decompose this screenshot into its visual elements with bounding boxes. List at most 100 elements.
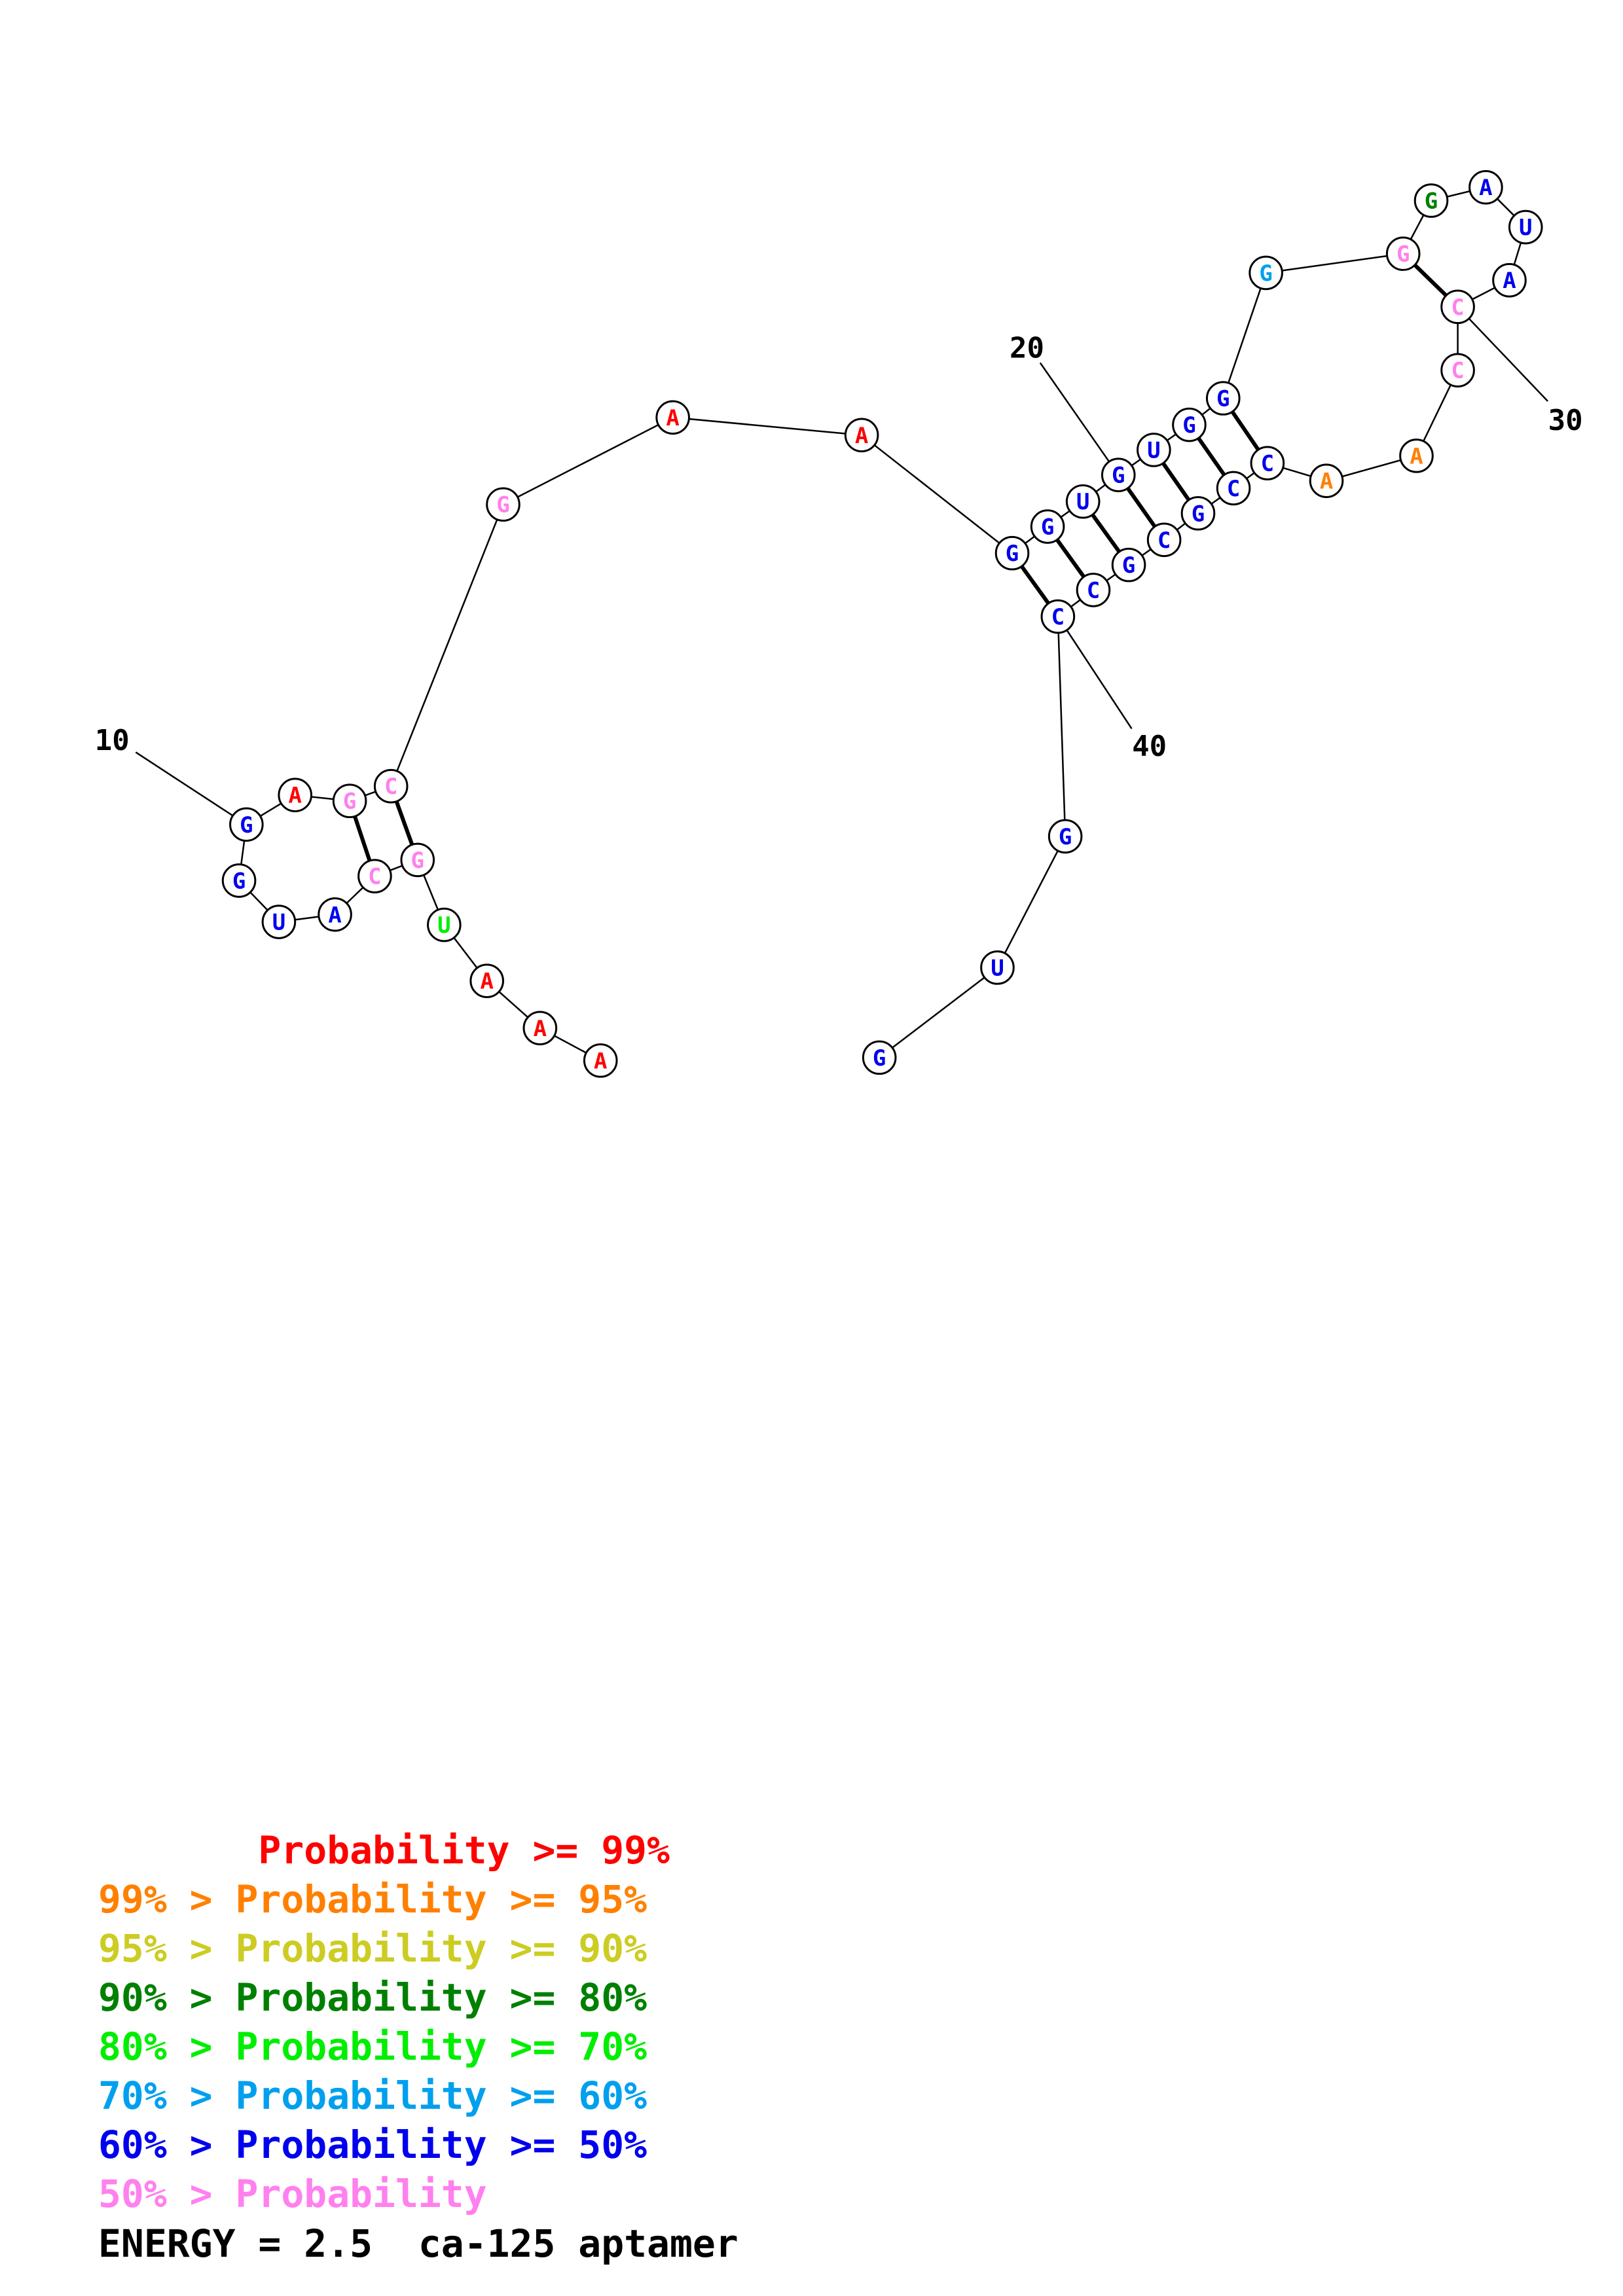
nucleotide-letter: G bbox=[343, 789, 356, 815]
position-label-10: 10 bbox=[95, 724, 130, 757]
nucleotide-letter: U bbox=[991, 955, 1004, 981]
nucleotide-circle bbox=[400, 842, 435, 878]
nucleotide-circle bbox=[1065, 484, 1101, 519]
nucleotide-29: A bbox=[1492, 262, 1527, 298]
nucleotide-circle bbox=[469, 963, 504, 998]
legend-row: 60% > Probability >= 50% bbox=[98, 2123, 647, 2167]
nucleotide-letter: A bbox=[594, 1048, 607, 1074]
legend-row: Probability >= 99% bbox=[98, 1828, 670, 1873]
nucleotide-letter: A bbox=[480, 969, 493, 995]
nucleotide-18: G bbox=[1030, 509, 1065, 544]
nucleotide-circle bbox=[1076, 573, 1111, 607]
nucleotide-circle bbox=[1172, 407, 1207, 442]
nucleotide-circle bbox=[486, 487, 520, 522]
nucleotide-letter: C bbox=[1087, 577, 1100, 603]
nucleotide-circle bbox=[1399, 439, 1434, 473]
nucleotide-circle bbox=[1508, 209, 1543, 245]
nucleotide-4: U bbox=[427, 907, 462, 942]
nucleotide-circle bbox=[1180, 495, 1216, 531]
nucleotide-3: A bbox=[469, 963, 504, 998]
nucleotide-letter: G bbox=[496, 492, 509, 518]
nucleotide-letter: U bbox=[272, 910, 285, 936]
base-pair-layer bbox=[348, 252, 1459, 877]
nucleotide-20: G bbox=[1101, 457, 1136, 492]
position-label-40: 40 bbox=[1132, 730, 1167, 763]
nucleotide-letter: A bbox=[1320, 469, 1333, 495]
nucleotide-circle bbox=[261, 905, 297, 939]
position-tick-layer: 10 20 30 40 bbox=[95, 306, 1583, 825]
nucleotide-circle bbox=[1137, 433, 1171, 467]
nucleotide-10: G bbox=[229, 807, 264, 842]
nucleotide-letter: G bbox=[1122, 552, 1135, 579]
nucleotide-circle bbox=[1385, 236, 1421, 271]
backbone-segment bbox=[1266, 253, 1404, 274]
nucleotide-circle bbox=[318, 897, 352, 932]
position-tick bbox=[1057, 616, 1133, 729]
nucleotide-circle bbox=[278, 778, 313, 812]
backbone-segment bbox=[996, 836, 1067, 968]
nucleotide-letter: U bbox=[1076, 489, 1089, 515]
nucleotide-40: C bbox=[1040, 599, 1076, 634]
nucleotide-circle bbox=[332, 783, 367, 819]
nucleotide-letter: U bbox=[1147, 437, 1160, 463]
nucleotide-9: G bbox=[221, 863, 257, 898]
nucleotide-letter: C bbox=[368, 864, 381, 890]
nucleotide-letter: U bbox=[437, 912, 450, 939]
nucleotide-letter: A bbox=[288, 783, 301, 809]
nucleotide-letter: G bbox=[873, 1045, 886, 1071]
nucleotide-28: U bbox=[1508, 209, 1543, 245]
nucleotide-30: C bbox=[1440, 289, 1475, 325]
nucleotide-letter: C bbox=[1451, 358, 1464, 384]
nucleotide-7: A bbox=[318, 897, 352, 932]
legend-row: 95% > Probability >= 90% bbox=[98, 1926, 647, 1971]
nucleotide-13: C bbox=[373, 768, 409, 804]
nucleotide-16: A bbox=[844, 418, 879, 453]
nucleotide-letter: G bbox=[411, 848, 424, 874]
nucleotide-circle bbox=[427, 907, 462, 942]
nucleotide-5: G bbox=[400, 842, 435, 878]
nucleotide-36: G bbox=[1180, 495, 1216, 531]
nucleotide-circle bbox=[1440, 289, 1475, 325]
nucleotide-letter: A bbox=[1479, 175, 1492, 201]
nucleotide-43: G bbox=[862, 1040, 897, 1075]
nucleotide-letter: G bbox=[1396, 242, 1410, 268]
nucleotide-letter: G bbox=[232, 868, 246, 894]
legend-row: 99% > Probability >= 95% bbox=[98, 1877, 647, 1922]
nucleotide-23: G bbox=[1205, 381, 1241, 416]
nucleotide-letter: G bbox=[1112, 463, 1125, 489]
legend-row: 70% > Probability >= 60% bbox=[98, 2073, 647, 2118]
nucleotide-circle bbox=[1309, 463, 1344, 498]
nucleotide-circle bbox=[221, 863, 257, 898]
nucleotide-letter: G bbox=[1216, 386, 1230, 412]
nucleotide-letter: G bbox=[1041, 514, 1054, 541]
nucleotide-letter: G bbox=[1192, 501, 1205, 527]
nucleotide-circle bbox=[1030, 509, 1065, 544]
nucleotide-circle bbox=[1146, 522, 1182, 558]
nucleotide-circle bbox=[357, 859, 392, 893]
nucleotide-11: A bbox=[278, 778, 313, 812]
nucleotide-letter: C bbox=[1227, 476, 1240, 502]
nucleotide-letter: A bbox=[328, 902, 341, 928]
legend-row: 90% > Probability >= 80% bbox=[98, 1975, 647, 2020]
nucleotide-33: A bbox=[1309, 463, 1344, 498]
nucleotide-6: C bbox=[357, 859, 392, 893]
position-tick bbox=[135, 751, 247, 825]
nucleotide-37: C bbox=[1146, 522, 1182, 558]
backbone-segment bbox=[672, 416, 862, 437]
position-tick bbox=[1457, 306, 1548, 402]
nucleotide-letter: C bbox=[1158, 528, 1171, 554]
nucleotide-1: A bbox=[583, 1043, 618, 1078]
nucleotide-circle bbox=[1040, 599, 1076, 634]
nucleotide-24: G bbox=[1249, 255, 1283, 291]
nucleotide-letter: A bbox=[534, 1016, 547, 1042]
nucleotide-letter: A bbox=[666, 405, 679, 431]
nucleotide-letter: G bbox=[1006, 541, 1019, 567]
nucleotide-circle bbox=[862, 1040, 897, 1075]
nucleotide-letter: G bbox=[240, 812, 253, 838]
nucleotide-circle bbox=[1440, 353, 1475, 387]
nucleotide-42: U bbox=[980, 950, 1015, 985]
nucleotide-circle bbox=[844, 418, 879, 453]
legend-row: 80% > Probability >= 70% bbox=[98, 2024, 647, 2069]
nucleotide-letter: G bbox=[1182, 412, 1195, 439]
nucleotide-circle bbox=[655, 400, 690, 435]
